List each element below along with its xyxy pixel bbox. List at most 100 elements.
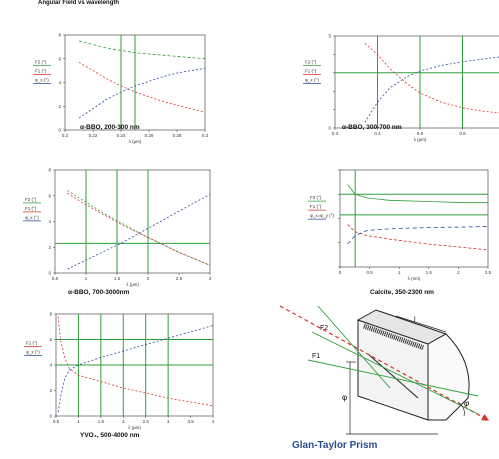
- prism-end-face: [427, 333, 470, 421]
- legend-label: φ_x (°): [305, 78, 319, 83]
- x-tick-label: 1.5: [114, 276, 121, 281]
- green-beam-3: [317, 305, 391, 389]
- x-tick-label: 0.26: [145, 133, 154, 138]
- y-tick-label: 2: [48, 245, 51, 250]
- prism-diagram: l φ F2 F1 φ: [279, 305, 490, 435]
- y-tick-label: 4: [58, 80, 61, 85]
- legend-label: F2 (°): [25, 197, 37, 202]
- series-line-green: [347, 184, 488, 204]
- legend-label: φ_x=φ_y (°): [310, 213, 335, 218]
- exit-angle-symbol: φ: [464, 399, 469, 408]
- x-tick-label: 1: [77, 419, 80, 424]
- y-tick-label: 0: [328, 126, 331, 131]
- series-line-blue: [78, 67, 206, 119]
- chart-svg: 0.5 1 1.5 2 2.5 3 3.5 4 0 2 4 6 8 λ (μm) F1 (°) φ_x (°): [24, 312, 215, 430]
- x-tick-label: 0.5: [52, 276, 59, 281]
- y-tick-label: 2: [49, 388, 52, 393]
- legend-label: F2 (°): [305, 60, 317, 65]
- x-axis-label: λ (μm): [129, 139, 142, 144]
- y-tick-label: 4: [49, 363, 52, 368]
- chart-svg: 0 0.5 1 1.5 2 2.5 λ (nm) F2 (°) F1 (°) φ_x=φ_y (°…: [308, 169, 492, 281]
- x-axis-label: λ (μm): [126, 282, 139, 287]
- label-f2: F2: [320, 325, 328, 332]
- x-tick-label: 0: [339, 270, 342, 275]
- y-tick-label: 8: [49, 312, 52, 317]
- y-tick-label: 6: [49, 337, 52, 342]
- x-tick-label: 1.5: [98, 419, 105, 424]
- series-line-green: [78, 40, 206, 60]
- legend-label: F1 (°): [310, 204, 322, 209]
- y-tick-label: 8: [48, 168, 51, 173]
- chart-panel: 0.2 0.22 0.24 0.26 0.28 0.3 0 2 4 6 8 λ (μm) F2 (°) F…: [10, 14, 245, 144]
- chart-panel: 0.30.40.50.60.705λ (μm)F2 (°)F1 (°)φ_x (…: [262, 14, 499, 142]
- x-tick-label: 2.5: [485, 270, 492, 275]
- prism-length-label: l: [414, 317, 416, 324]
- y-tick-label: 0: [48, 271, 51, 276]
- y-tick-label: 6: [48, 193, 51, 198]
- legend-label: F1 (°): [26, 341, 38, 346]
- y-tick-label: 8: [58, 33, 61, 38]
- series-line-blue: [57, 325, 214, 413]
- prism-caption: Glan-Taylor Prism: [292, 440, 378, 451]
- x-tick-label: 0.5: [53, 419, 60, 424]
- chart-caption: Calcite, 350-2300 nm: [370, 289, 434, 296]
- chart-panel: 0 0.5 1 1.5 2 2.5 λ (nm) F2 (°) F1 (°) φ_x=φ_y (°…: [262, 158, 497, 283]
- x-tick-label: 0.5: [417, 131, 424, 136]
- legend-label: φ_x (°): [26, 350, 40, 355]
- x-axis-label: λ (nm): [408, 276, 421, 281]
- plot-frame: [339, 169, 489, 268]
- legend-label: F1 (°): [305, 69, 317, 74]
- x-tick-label: 0.3: [332, 131, 339, 136]
- chart-caption: α-BBO, 700-3000nm: [68, 289, 130, 296]
- x-tick-label: 0.6: [459, 131, 466, 136]
- legend-label: F1 (°): [25, 206, 37, 211]
- legend-label: φ_x (°): [35, 78, 49, 83]
- x-tick-label: 1: [85, 276, 88, 281]
- chart-panel: 0.5 1 1.5 2 2.5 3 3.5 4 0 2 4 6 8 λ (μm) F1 (°) φ_x (°): [10, 302, 245, 432]
- y-tick-label: 4: [48, 219, 51, 224]
- plot-frame: [334, 35, 499, 129]
- chart-caption: YVO₄, 500-4000 nm: [80, 432, 140, 439]
- x-tick-label: 1: [398, 270, 401, 275]
- series-line-red: [67, 192, 211, 266]
- chart-panel: 0.5 1 1.5 2 2.5 3 0 2 4 6 8 λ (μm) F2 (°) F1 (°) φ_x (…: [10, 158, 245, 287]
- x-axis-label: λ (μm): [414, 137, 427, 142]
- x-tick-label: 0.24: [117, 133, 126, 138]
- chart-caption: α-BBO, 200-300 nm: [80, 124, 140, 131]
- x-axis-label: λ (μm): [128, 425, 141, 430]
- label-f1: F1: [312, 353, 320, 360]
- x-tick-label: 0.2: [62, 133, 69, 138]
- chart-svg: 0.30.40.50.60.705λ (μm)F2 (°)F1 (°)φ_x (…: [303, 34, 499, 142]
- legend-label: F1 (°): [35, 69, 47, 74]
- x-tick-label: 0.22: [89, 133, 98, 138]
- series-line-red: [78, 61, 206, 113]
- y-tick-label: 2: [58, 104, 61, 109]
- chart-caption: α-BBO, 300-700 nm: [342, 124, 402, 131]
- prism-cut: [367, 353, 419, 399]
- series-line-red: [364, 43, 499, 114]
- legend-label: F2 (°): [310, 195, 322, 200]
- y-tick-label: 0: [49, 414, 52, 419]
- x-tick-label: 0.5: [366, 270, 373, 275]
- y-tick-label: 0: [58, 128, 61, 133]
- series-line-blue: [347, 226, 489, 245]
- x-tick-label: 1.5: [426, 270, 433, 275]
- x-tick-label: 2.5: [143, 419, 150, 424]
- chart-svg: 0.2 0.22 0.24 0.26 0.28 0.3 0 2 4 6 8 λ (μm) F2 (°) F…: [33, 33, 209, 144]
- chart-svg: 0.5 1 1.5 2 2.5 3 0 2 4 6 8 λ (μm) F2 (°) F1 (°) φ_x (…: [23, 168, 212, 287]
- x-tick-label: 2.5: [176, 276, 183, 281]
- page-title: Angular Field vs wavelength: [38, 0, 120, 6]
- y-tick-label: 6: [58, 56, 61, 61]
- prism-aperture-symbol: φ: [342, 393, 347, 402]
- y-tick-label: 5: [328, 34, 331, 39]
- series-line-red: [57, 316, 214, 407]
- green-beam-f1: [307, 359, 479, 397]
- x-tick-label: 0.3: [202, 133, 209, 138]
- x-tick-label: 3.5: [187, 419, 194, 424]
- series-line-blue: [364, 56, 499, 123]
- legend-label: φ_x (°): [25, 215, 39, 220]
- series-line-blue: [67, 194, 211, 270]
- green-beam-f2: [311, 331, 479, 415]
- x-tick-label: 2: [122, 419, 125, 424]
- x-tick-label: 3: [209, 276, 212, 281]
